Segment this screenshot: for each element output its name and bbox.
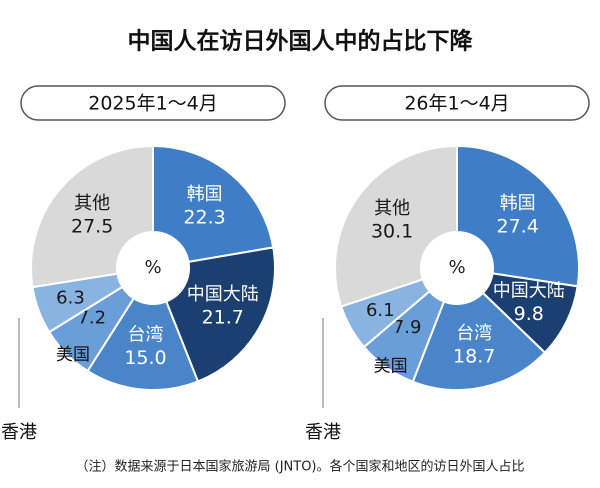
value-label: 9.8 xyxy=(514,303,544,325)
note: （注）数据来源于日本国家旅游局 (JNTO)。各个国家和地区的访日外国人占比 xyxy=(75,459,524,475)
value-label: 7.9 xyxy=(393,317,422,338)
slice-label: 美国 xyxy=(374,357,408,377)
value-label: 18.7 xyxy=(453,346,495,368)
subtitle-box xyxy=(324,85,590,121)
value-label: 6.3 xyxy=(56,288,85,309)
value-label: 30.1 xyxy=(371,221,413,243)
slice-label: 韩国 xyxy=(187,184,223,205)
slice xyxy=(152,144,275,264)
slice-label: 韩国 xyxy=(500,193,536,214)
slice xyxy=(334,144,458,308)
subtitle-box xyxy=(20,85,286,121)
value-label: 6.1 xyxy=(366,300,395,321)
chart-title: 中国人在访日外国人中的占比下降 xyxy=(128,28,474,55)
slice-label: 其他 xyxy=(74,193,110,214)
slice xyxy=(86,297,200,391)
slice-label: 香港 xyxy=(305,422,341,443)
subtitle: 2025年1～4月 xyxy=(88,93,218,115)
slice-label: 美国 xyxy=(56,345,90,365)
center-label: % xyxy=(448,257,465,278)
value-label: 21.7 xyxy=(202,307,244,329)
value-label: 15.0 xyxy=(124,347,166,369)
slice-label: 中国大陆 xyxy=(187,284,259,305)
slice-label: 香港 xyxy=(1,422,37,443)
value-label: 22.3 xyxy=(183,206,225,228)
value-label: 27.5 xyxy=(71,216,113,238)
slice xyxy=(164,246,276,383)
value-label: 7.2 xyxy=(77,307,106,328)
subtitle: 26年1～4月 xyxy=(404,93,509,115)
slice-label: 台湾 xyxy=(127,325,163,346)
slice xyxy=(411,291,547,391)
value-label: 27.4 xyxy=(497,215,539,237)
slice xyxy=(456,144,580,288)
slice-label: 中国大陆 xyxy=(493,280,565,301)
slice-label: 其他 xyxy=(374,198,410,219)
center-label: % xyxy=(144,257,161,278)
slice-label: 台湾 xyxy=(456,323,492,344)
slice xyxy=(30,144,154,289)
